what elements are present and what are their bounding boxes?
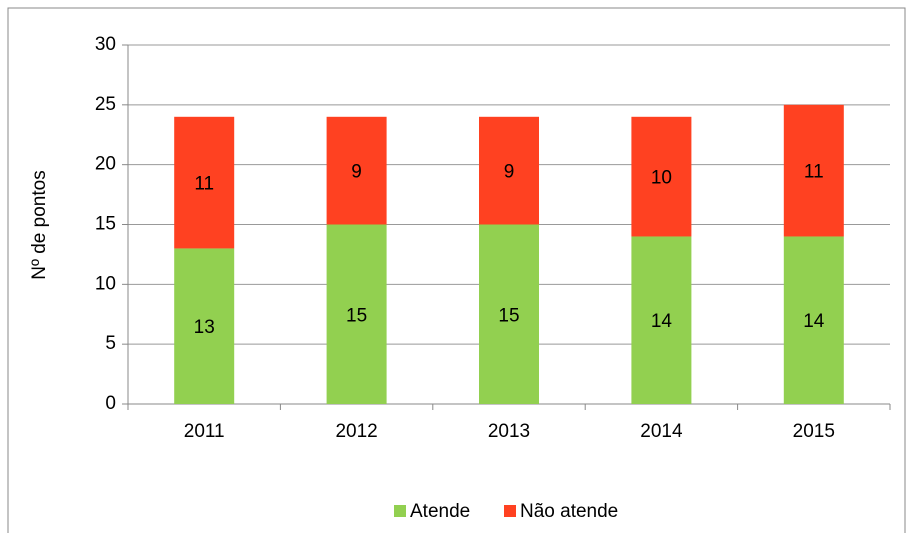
bar-segment (783, 104, 844, 237)
data-label: 10 (651, 168, 672, 189)
data-label: 14 (803, 311, 825, 332)
legend-swatch (504, 505, 516, 517)
data-label: 14 (651, 311, 673, 332)
bar-segment (174, 248, 235, 404)
x-tick-label: 2014 (640, 421, 683, 442)
data-label: 15 (346, 305, 367, 326)
x-tick-label: 2015 (793, 421, 835, 442)
chart-frame (7, 7, 906, 533)
data-label: 9 (351, 162, 362, 183)
bar-segment (479, 224, 539, 404)
y-tick-label: 10 (95, 273, 116, 294)
bar-segment (631, 116, 692, 237)
y-axis-label: Nº de pontos (29, 170, 50, 279)
data-label: 9 (504, 162, 515, 183)
y-tick-label: 30 (95, 34, 116, 55)
x-tick-label: 2011 (184, 421, 225, 442)
y-tick-label: 15 (95, 214, 116, 235)
bar-segment (631, 236, 692, 404)
x-tick-label: 2012 (335, 421, 377, 442)
legend-swatch (394, 505, 406, 517)
y-tick-label: 20 (95, 154, 116, 175)
data-label: 11 (804, 162, 824, 183)
bar-segment (783, 236, 844, 404)
data-label: 11 (194, 174, 214, 195)
data-label: 13 (194, 317, 215, 338)
y-tick-label: 5 (105, 333, 116, 354)
bar-segment (479, 116, 539, 225)
bar-segment (326, 224, 387, 404)
data-label: 15 (498, 305, 519, 326)
legend-label: Não atende (520, 501, 618, 522)
y-tick-label: 25 (95, 94, 116, 115)
legend-label: Atende (410, 501, 470, 522)
y-tick-label: 0 (105, 393, 116, 414)
bar-segment (174, 116, 235, 249)
bar-segment (326, 116, 387, 225)
x-tick-label: 2013 (488, 421, 530, 442)
